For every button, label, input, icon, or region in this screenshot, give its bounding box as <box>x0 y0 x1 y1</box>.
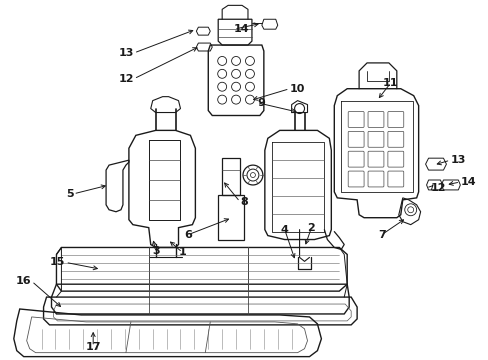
Text: 10: 10 <box>289 84 305 94</box>
Text: 14: 14 <box>234 24 249 34</box>
Text: 12: 12 <box>118 74 134 84</box>
Text: 14: 14 <box>459 177 475 187</box>
Text: 2: 2 <box>307 222 315 233</box>
Text: 13: 13 <box>118 48 134 58</box>
Text: 16: 16 <box>16 276 32 286</box>
Text: 1: 1 <box>178 247 186 257</box>
Text: 15: 15 <box>50 257 65 267</box>
Text: 4: 4 <box>280 225 288 235</box>
Text: 13: 13 <box>449 155 465 165</box>
Text: 3: 3 <box>152 247 159 256</box>
Text: 12: 12 <box>429 183 445 193</box>
Text: 6: 6 <box>184 230 192 239</box>
Text: 7: 7 <box>377 230 385 239</box>
Text: 9: 9 <box>256 98 264 108</box>
Text: 8: 8 <box>240 197 247 207</box>
Text: 17: 17 <box>85 342 101 352</box>
Text: 11: 11 <box>382 78 398 88</box>
Text: 5: 5 <box>65 189 73 199</box>
